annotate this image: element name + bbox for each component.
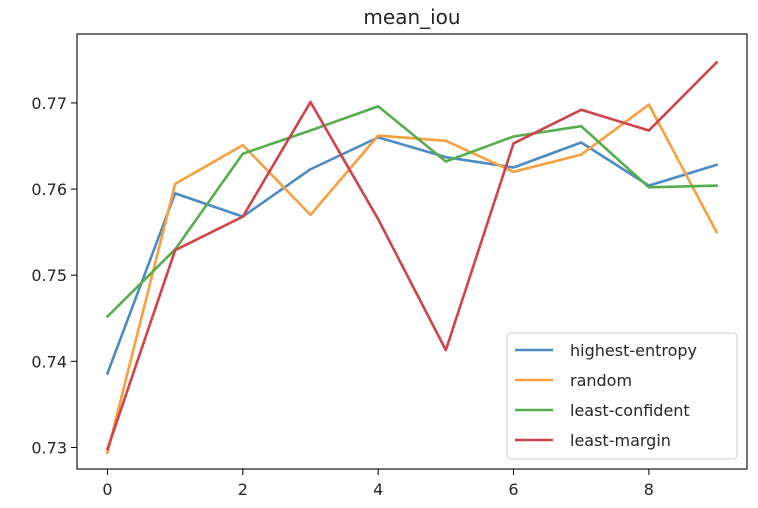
x-tick-label: 0 [102, 480, 112, 499]
plot-frame [76, 33, 748, 470]
series-line-least-margin [105, 60, 719, 451]
x-tick-label: 8 [644, 480, 654, 499]
plot-area [105, 60, 719, 455]
y-tick-label: 0.74 [31, 352, 67, 371]
legend-label: least-confident [570, 401, 690, 420]
legend-label: least-margin [570, 431, 671, 450]
chart-title: mean_iou [363, 5, 460, 29]
x-tick-label: 6 [508, 480, 518, 499]
y-tick-label: 0.73 [31, 438, 67, 457]
legend-label: highest-entropy [570, 341, 697, 360]
y-tick-label: 0.75 [31, 266, 67, 285]
series-line-highest-entropy [105, 136, 719, 376]
x-tick-label: 4 [373, 480, 383, 499]
y-tick-label: 0.77 [31, 94, 67, 113]
series-line-random [105, 103, 719, 455]
axes: 0 2 4 6 8 0.73 0.74 0.75 0.76 0.77 [31, 33, 748, 499]
x-tick-label: 2 [238, 480, 248, 499]
legend: highest-entropy random least-confident leas… [506, 332, 738, 460]
legend-box [506, 332, 738, 460]
legend-label: random [570, 371, 632, 390]
y-tick-label: 0.76 [31, 180, 67, 199]
series-line-least-confident [105, 105, 718, 319]
